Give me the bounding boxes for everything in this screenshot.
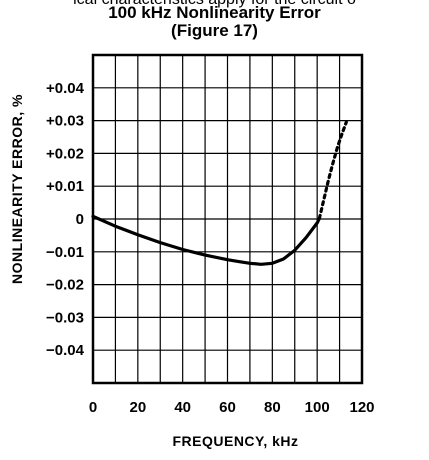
y-tick-label: −0.04 (46, 342, 85, 359)
cut-off-text: ical characteristics apply for the circu… (0, 0, 429, 9)
x-tick-label: 0 (89, 399, 97, 416)
series-group (91, 120, 348, 266)
series-line-main (91, 214, 321, 266)
x-tick-label: 60 (219, 399, 236, 416)
y-tick-labels: +0.04 +0.03 +0.02 +0.01 0 −0.01 −0.02 −0.03 −0.0… (46, 80, 85, 359)
y-axis-label: NONLINEARITY ERROR, % (9, 94, 25, 284)
y-tick-label: 0 (76, 211, 84, 228)
chart-title: 100 kHz Nonlinearity Error (108, 3, 321, 22)
y-tick-label: +0.01 (46, 178, 84, 195)
y-tick-label: −0.03 (46, 309, 84, 326)
x-tick-label: 40 (174, 399, 191, 416)
series-line-extrapolated (317, 120, 348, 220)
x-tick-label: 100 (305, 399, 330, 416)
grid (93, 55, 362, 383)
chart-subtitle: (Figure 17) (171, 21, 258, 40)
x-tick-label: 80 (264, 399, 281, 416)
x-tick-label: 20 (129, 399, 146, 416)
y-tick-label: −0.01 (46, 244, 84, 261)
y-tick-label: +0.03 (46, 113, 84, 130)
plot-frame (91, 53, 364, 385)
y-tick-label: −0.02 (46, 277, 84, 294)
x-tick-labels: 0 20 40 60 80 100 120 (89, 399, 375, 416)
x-tick-label: 120 (349, 399, 374, 416)
y-tick-label: +0.02 (46, 145, 84, 162)
x-axis-label: FREQUENCY, kHz (172, 433, 298, 449)
y-tick-label: +0.04 (46, 80, 85, 97)
